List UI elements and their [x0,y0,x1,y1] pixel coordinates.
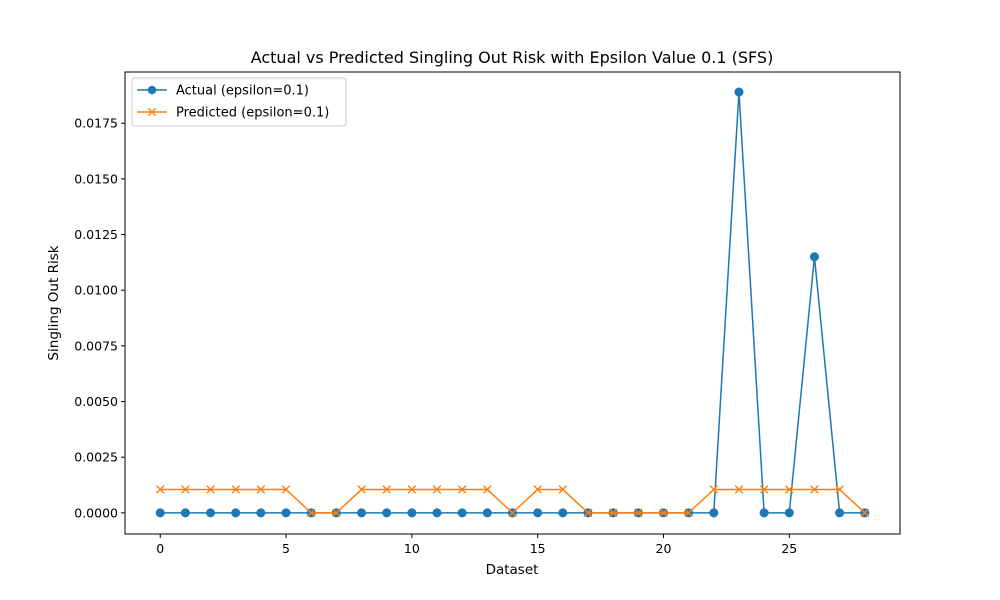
data-point-actual [533,508,543,518]
data-point-predicted [281,485,291,494]
data-point-predicted [659,508,668,518]
data-point-predicted [784,485,794,494]
data-point-predicted [810,485,819,494]
data-point-actual [457,508,467,518]
y-tick-label: 0.0125 [74,227,118,242]
data-point-predicted [533,485,542,494]
data-point-predicted [256,485,266,494]
x-tick-label: 5 [282,541,290,556]
x-tick-label: 25 [781,541,797,556]
x-tick-label: 15 [530,541,546,556]
data-point-predicted [155,485,165,494]
data-point-actual [432,508,442,518]
data-point-actual [382,508,392,518]
data-point-predicted [357,485,366,494]
data-point-actual [734,87,744,97]
data-point-predicted [181,485,190,494]
data-point-actual [784,508,794,518]
chart-title: Actual vs Predicted Singling Out Risk wi… [251,48,774,67]
x-axis-label: Dataset [486,562,539,578]
data-point-predicted [432,485,442,494]
data-point-predicted [508,508,517,518]
x-tick-label: 20 [656,541,672,556]
data-point-predicted [634,508,643,518]
data-point-actual [356,508,367,518]
data-point-actual [155,508,165,518]
data-point-predicted [558,485,568,494]
data-point-actual [281,508,291,518]
data-point-actual [206,508,216,518]
data-point-predicted [407,485,417,494]
x-tick-label: 0 [156,541,164,556]
data-point-actual [180,508,190,518]
plot-area [155,87,870,518]
y-axis-label: Singling Out Risk [46,245,62,360]
y-tick-label: 0.0150 [74,171,118,186]
x-axis: 0 5 10 15 20 25 [156,534,797,556]
data-point-actual [231,508,241,518]
data-point-predicted [759,485,769,494]
data-point-actual [407,508,417,518]
data-point-actual [482,508,492,518]
data-point-actual [256,508,266,518]
data-point-predicted [306,508,316,518]
plot-frame [124,71,901,535]
data-point-predicted [684,508,693,518]
legend: Actual (epsilon=0.1) Predicted (epsilon=0… [131,77,347,127]
data-point-actual [558,508,568,518]
data-point-predicted [457,485,467,494]
data-point-predicted [835,485,844,494]
data-point-actual [759,508,769,518]
data-point-actual [709,508,719,518]
y-axis: 0.0000 0.0025 0.0050 0.0075 0.0100 0.0125 0.01… [74,116,125,520]
y-tick-label: 0.0025 [74,450,118,465]
data-point-predicted [608,508,618,518]
legend-box [131,77,347,127]
y-tick-label: 0.0050 [74,394,118,409]
data-point-predicted [583,508,593,518]
y-tick-label: 0.0000 [74,505,118,520]
data-point-actual [809,252,819,262]
data-point-predicted [860,508,870,518]
data-point-predicted [206,485,215,494]
x-tick-label: 10 [404,541,420,556]
data-point-predicted [332,508,341,518]
legend-label-predicted: Predicted (epsilon=0.1) [176,106,329,121]
y-tick-label: 0.0075 [74,338,118,353]
data-point-predicted [709,485,719,494]
data-point-predicted [483,485,492,494]
y-tick-label: 0.0175 [74,116,118,131]
legend-marker-predicted [147,107,157,117]
data-point-predicted [231,485,241,494]
data-point-predicted [734,485,744,494]
legend-label-actual: Actual (epsilon=0.1) [176,84,309,99]
data-point-actual [835,508,845,518]
data-point-predicted [382,485,391,494]
y-tick-label: 0.0100 [74,283,118,298]
legend-marker-actual [147,85,157,95]
